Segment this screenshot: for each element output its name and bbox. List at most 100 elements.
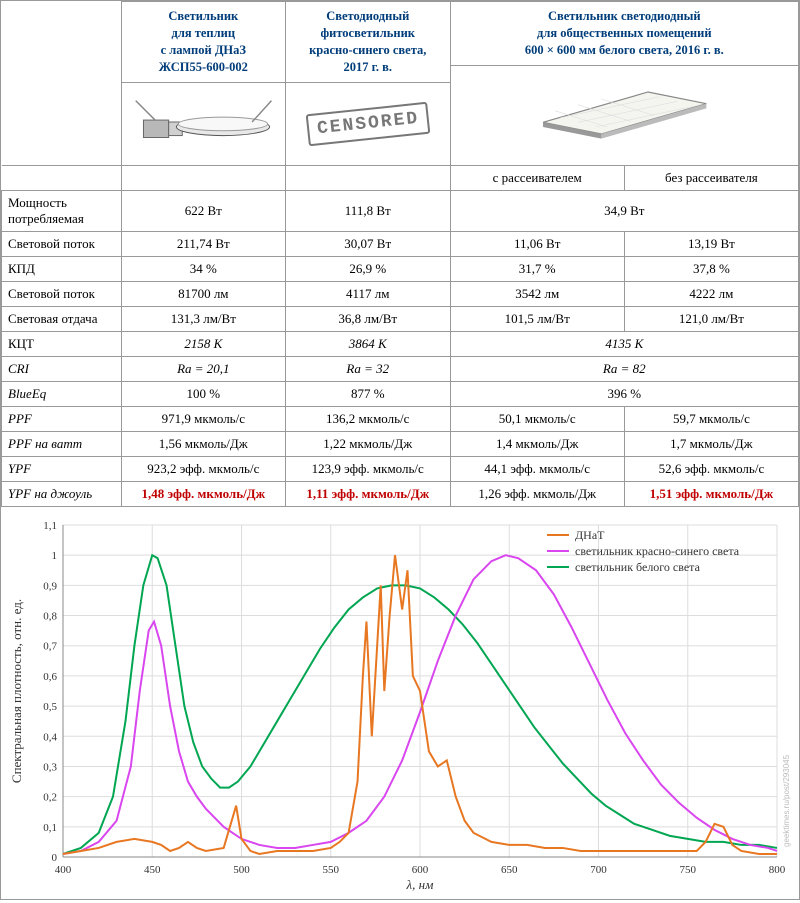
- table-row: Световая отдача131,3 лм/Вт36,8 лм/Вт101,…: [2, 306, 799, 331]
- data-cell: 1,26 эфф. мкмоль/Дж: [450, 481, 624, 506]
- data-cell: 81700 лм: [121, 281, 285, 306]
- data-cell: 101,5 лм/Вт: [450, 306, 624, 331]
- svg-text:0,8: 0,8: [43, 610, 57, 622]
- table-row: YPF на джоуль1,48 эфф. мкмоль/Дж1,11 эфф…: [2, 481, 799, 506]
- row-label: КЦТ: [2, 331, 122, 356]
- data-cell: 971,9 мкмоль/с: [121, 406, 285, 431]
- image-hps-lamp: [121, 82, 285, 165]
- data-cell: 34,9 Вт: [450, 190, 798, 231]
- spectrum-chart: 40045050055060065070075080000,10,20,30,4…: [5, 515, 795, 895]
- svg-text:0,2: 0,2: [43, 791, 57, 803]
- svg-text:450: 450: [144, 864, 161, 876]
- svg-text:400: 400: [55, 864, 72, 876]
- data-cell: 59,7 мкмоль/с: [624, 406, 798, 431]
- data-cell: Ra = 20,1: [121, 356, 285, 381]
- comparison-table: Светильникдля теплицс лампой ДНаЗЖСП55-6…: [1, 1, 799, 507]
- data-cell: 3542 лм: [450, 281, 624, 306]
- svg-text:1,1: 1,1: [43, 520, 57, 532]
- row-label: Световой поток: [2, 281, 122, 306]
- svg-text:0,1: 0,1: [43, 821, 57, 833]
- header-col2: Светодиодныйфитосветильниккрасно-синего …: [285, 2, 450, 83]
- data-cell: 877 %: [285, 381, 450, 406]
- table-row: PPF971,9 мкмоль/с136,2 мкмоль/с50,1 мкмо…: [2, 406, 799, 431]
- svg-text:0,6: 0,6: [43, 670, 57, 682]
- data-cell: 31,7 %: [450, 256, 624, 281]
- data-cell: 1,56 мкмоль/Дж: [121, 431, 285, 456]
- table-row: CRIRa = 20,1Ra = 32Ra = 82: [2, 356, 799, 381]
- subheader-no-diffuser: без рассеивателя: [624, 165, 798, 190]
- row-label: BlueEq: [2, 381, 122, 406]
- svg-text:0,9: 0,9: [43, 580, 57, 592]
- svg-text:0,3: 0,3: [43, 761, 57, 773]
- svg-text:600: 600: [412, 864, 429, 876]
- data-cell: 1,22 мкмоль/Дж: [285, 431, 450, 456]
- svg-text:geektimes.ru/post/293045: geektimes.ru/post/293045: [782, 754, 791, 847]
- svg-text:0: 0: [52, 852, 58, 864]
- row-label: Мощность потребляемая: [2, 190, 122, 231]
- data-cell: 1,11 эфф. мкмоль/Дж: [285, 481, 450, 506]
- data-cell: 34 %: [121, 256, 285, 281]
- data-cell: 211,74 Вт: [121, 231, 285, 256]
- svg-text:800: 800: [769, 864, 786, 876]
- table-row: КЦТ2158 K3864 K4135 K: [2, 331, 799, 356]
- data-cell: 44,1 эфф. мкмоль/с: [450, 456, 624, 481]
- row-label: YPF: [2, 456, 122, 481]
- data-cell: 100 %: [121, 381, 285, 406]
- data-cell: 1,7 мкмоль/Дж: [624, 431, 798, 456]
- row-label: YPF на джоуль: [2, 481, 122, 506]
- data-cell: 1,4 мкмоль/Дж: [450, 431, 624, 456]
- row-label: Световая отдача: [2, 306, 122, 331]
- data-cell: 50,1 мкмоль/с: [450, 406, 624, 431]
- svg-text:650: 650: [501, 864, 518, 876]
- image-censored: CENSORED: [285, 82, 450, 165]
- data-cell: 2158 K: [121, 331, 285, 356]
- header-col3: Светильник светодиодныйдля общественных …: [450, 2, 798, 66]
- data-cell: 123,9 эфф. мкмоль/с: [285, 456, 450, 481]
- data-cell: 13,19 Вт: [624, 231, 798, 256]
- image-panel-led: [450, 65, 798, 165]
- svg-text:700: 700: [590, 864, 607, 876]
- svg-text:0,5: 0,5: [43, 701, 57, 713]
- svg-text:500: 500: [233, 864, 250, 876]
- table-row: Световой поток81700 лм4117 лм3542 лм4222…: [2, 281, 799, 306]
- svg-text:ДНаТ: ДНаТ: [575, 528, 605, 542]
- data-cell: Ra = 82: [450, 356, 798, 381]
- table-row: PPF на ватт1,56 мкмоль/Дж1,22 мкмоль/Дж1…: [2, 431, 799, 456]
- table-row: Световой поток211,74 Вт30,07 Вт11,06 Вт1…: [2, 231, 799, 256]
- table-row: КПД34 %26,9 %31,7 %37,8 %: [2, 256, 799, 281]
- data-cell: 923,2 эфф. мкмоль/с: [121, 456, 285, 481]
- hps-lamp-icon: [126, 87, 281, 157]
- row-label: КПД: [2, 256, 122, 281]
- svg-text:750: 750: [680, 864, 697, 876]
- comparison-table-container: Светильникдля теплицс лампой ДНаЗЖСП55-6…: [0, 0, 800, 900]
- row-label: CRI: [2, 356, 122, 381]
- subheader-diffuser: с рассеивателем: [450, 165, 624, 190]
- data-cell: 30,07 Вт: [285, 231, 450, 256]
- data-cell: 3864 K: [285, 331, 450, 356]
- svg-text:светильник белого света: светильник белого света: [575, 560, 701, 574]
- data-cell: 1,48 эфф. мкмоль/Дж: [121, 481, 285, 506]
- svg-text:светильник красно-синего света: светильник красно-синего света: [575, 544, 740, 558]
- data-cell: 121,0 лм/Вт: [624, 306, 798, 331]
- censored-stamp: CENSORED: [305, 101, 430, 146]
- svg-text:550: 550: [323, 864, 340, 876]
- data-cell: 622 Вт: [121, 190, 285, 231]
- data-cell: 136,2 мкмоль/с: [285, 406, 450, 431]
- data-cell: 26,9 %: [285, 256, 450, 281]
- header-col1: Светильникдля теплицс лампой ДНаЗЖСП55-6…: [121, 2, 285, 83]
- data-cell: 11,06 Вт: [450, 231, 624, 256]
- data-cell: 4117 лм: [285, 281, 450, 306]
- table-row: Мощность потребляемая622 Вт111,8 Вт34,9 …: [2, 190, 799, 231]
- data-cell: 36,8 лм/Вт: [285, 306, 450, 331]
- data-cell: 396 %: [450, 381, 798, 406]
- data-cell: 4135 K: [450, 331, 798, 356]
- corner-cell: [2, 2, 122, 166]
- table-row: BlueEq100 %877 %396 %: [2, 381, 799, 406]
- svg-text:λ, нм: λ, нм: [406, 877, 434, 892]
- row-label: Световой поток: [2, 231, 122, 256]
- svg-text:0,7: 0,7: [43, 640, 57, 652]
- data-cell: 131,3 лм/Вт: [121, 306, 285, 331]
- data-cell: 4222 лм: [624, 281, 798, 306]
- table-row: YPF923,2 эфф. мкмоль/с123,9 эфф. мкмоль/…: [2, 456, 799, 481]
- row-label: PPF на ватт: [2, 431, 122, 456]
